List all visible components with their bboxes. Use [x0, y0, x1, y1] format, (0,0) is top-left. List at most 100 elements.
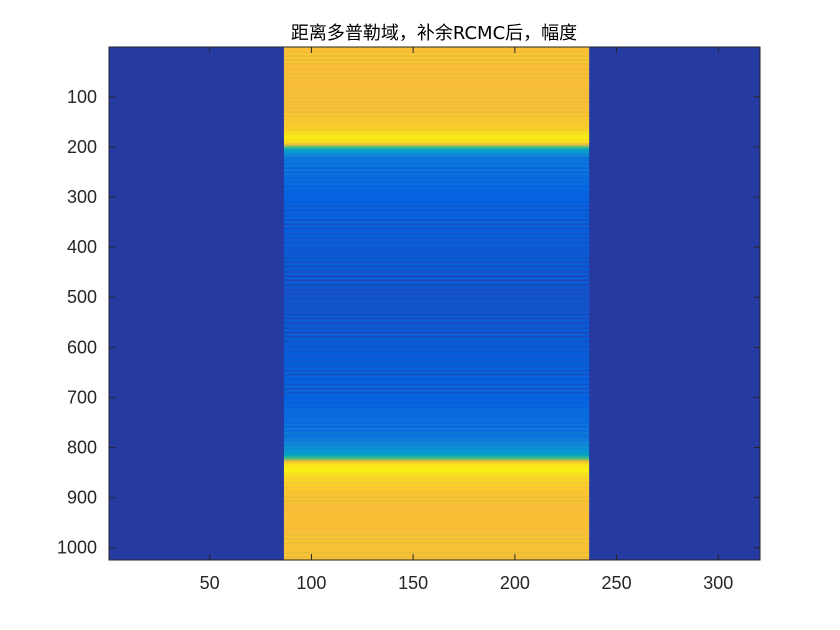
heatmap-row-strip [283, 119, 590, 122]
heatmap-row-strip [283, 375, 590, 379]
heatmap-row-strip [283, 191, 590, 194]
heatmap-row-strip [283, 177, 590, 180]
heatmap-row-strip [283, 401, 590, 405]
heatmap-row-strip [283, 349, 590, 353]
heatmap-row-strip [283, 301, 590, 305]
heatmap-row-strip [283, 535, 590, 539]
heatmap-row-strip [283, 201, 590, 204]
heatmap-row-strip [283, 457, 590, 461]
y-tick-label: 900 [67, 488, 97, 508]
heatmap-row-strip [283, 203, 590, 206]
heatmap-row-strip [283, 103, 590, 106]
heatmap-row-strip [283, 239, 590, 242]
heatmap-row-strip [283, 123, 590, 126]
heatmap-row-strip [283, 243, 590, 246]
heatmap-row-strip [283, 143, 590, 146]
heatmap-row-strip [283, 75, 590, 78]
heatmap-row-strip [283, 151, 590, 154]
heatmap-row-strip [283, 83, 590, 86]
heatmap-row-strip [283, 265, 590, 269]
heatmap-row-strip [283, 53, 590, 56]
heatmap-row-strip [283, 163, 590, 166]
heatmap-row-strip [283, 71, 590, 74]
heatmap-row-strip [283, 453, 590, 457]
heatmap-row-strip [283, 479, 590, 483]
heatmap-row-strip [283, 67, 590, 70]
heatmap-row-strip [283, 503, 590, 507]
heatmap-row-strip [283, 399, 590, 403]
heatmap-row-strip [283, 347, 590, 351]
heatmap-row-strip [283, 477, 590, 481]
heatmap-row-strip [283, 371, 590, 375]
heatmap-row-strip [283, 283, 590, 287]
axes-box [108, 46, 761, 561]
heatmap-row-strip [283, 543, 590, 547]
heatmap-row-strip [283, 73, 590, 76]
heatmap-row-strip [283, 517, 590, 521]
heatmap-row-strip [283, 555, 590, 559]
heatmap-row-strip [283, 523, 590, 527]
heatmap-row-strip [283, 433, 590, 437]
x-tick-label: 50 [200, 573, 220, 593]
heatmap-row-strip [283, 99, 590, 102]
heatmap-row-strip [283, 545, 590, 549]
heatmap-row-strip [283, 87, 590, 90]
heatmap-row-strip [283, 285, 590, 289]
heatmap-row-strip [283, 429, 590, 433]
heatmap-row-strip [283, 101, 590, 104]
heatmap-row-strip [283, 307, 590, 311]
heatmap-row-strip [283, 487, 590, 491]
heatmap-row-strip [283, 245, 590, 248]
heatmap-row-strip [283, 385, 590, 389]
heatmap-row-strip [283, 145, 590, 148]
heatmap-row-strip [283, 443, 590, 447]
heatmap-row-strip [283, 77, 590, 80]
heatmap-row-strip [283, 505, 590, 509]
heatmap-row-strip [283, 355, 590, 359]
y-tick-label: 800 [67, 438, 97, 458]
heatmap-row-strip [283, 109, 590, 112]
heatmap-row-strip [283, 57, 590, 60]
heatmap-row-strip [283, 161, 590, 164]
y-tick-label: 500 [67, 287, 97, 307]
heatmap-row-strip [283, 337, 590, 341]
heatmap-row-strip [283, 495, 590, 499]
heatmap-row-strip [283, 61, 590, 64]
heatmap-row-strip [283, 299, 590, 303]
heatmap-row-strip [283, 419, 590, 423]
heatmap-row-strip [283, 157, 590, 160]
heatmap-row-strip [283, 413, 590, 417]
heatmap-row-strip [283, 513, 590, 517]
heatmap-row-strip [283, 197, 590, 200]
heatmap-row-strip [283, 341, 590, 345]
heatmap-row-strip [283, 221, 590, 224]
heatmap-row-strip [283, 445, 590, 449]
heatmap-row-strip [283, 467, 590, 471]
heatmap-row-strip [283, 309, 590, 313]
heatmap-row-strip [283, 141, 590, 144]
heatmap-row-strip [283, 219, 590, 222]
heatmap-row-strip [283, 549, 590, 553]
heatmap-row-strip [283, 403, 590, 407]
heatmap-row-strip [283, 195, 590, 198]
heatmap-row-strip [283, 187, 590, 190]
heatmap-row-strip [283, 281, 590, 285]
heatmap-row-strip [283, 553, 590, 557]
heatmap-row-strip [283, 425, 590, 429]
heatmap-row-strip [283, 255, 590, 259]
heatmap-row-strip [283, 111, 590, 114]
heatmap-row-strip [283, 135, 590, 138]
heatmap-row-strip [283, 55, 590, 58]
heatmap-row-strip [283, 499, 590, 503]
heatmap-row-strip [283, 539, 590, 543]
heatmap-row-strip [283, 287, 590, 291]
heatmap-row-strip [283, 509, 590, 513]
heatmap-row-strip [283, 415, 590, 419]
heatmap-row-strip [283, 537, 590, 541]
y-tick-label: 400 [67, 237, 97, 257]
heatmap-row-strip [283, 381, 590, 385]
heatmap-row-strip [283, 461, 590, 465]
heatmap-row-strip [283, 471, 590, 475]
heatmap-row-strip [283, 79, 590, 82]
